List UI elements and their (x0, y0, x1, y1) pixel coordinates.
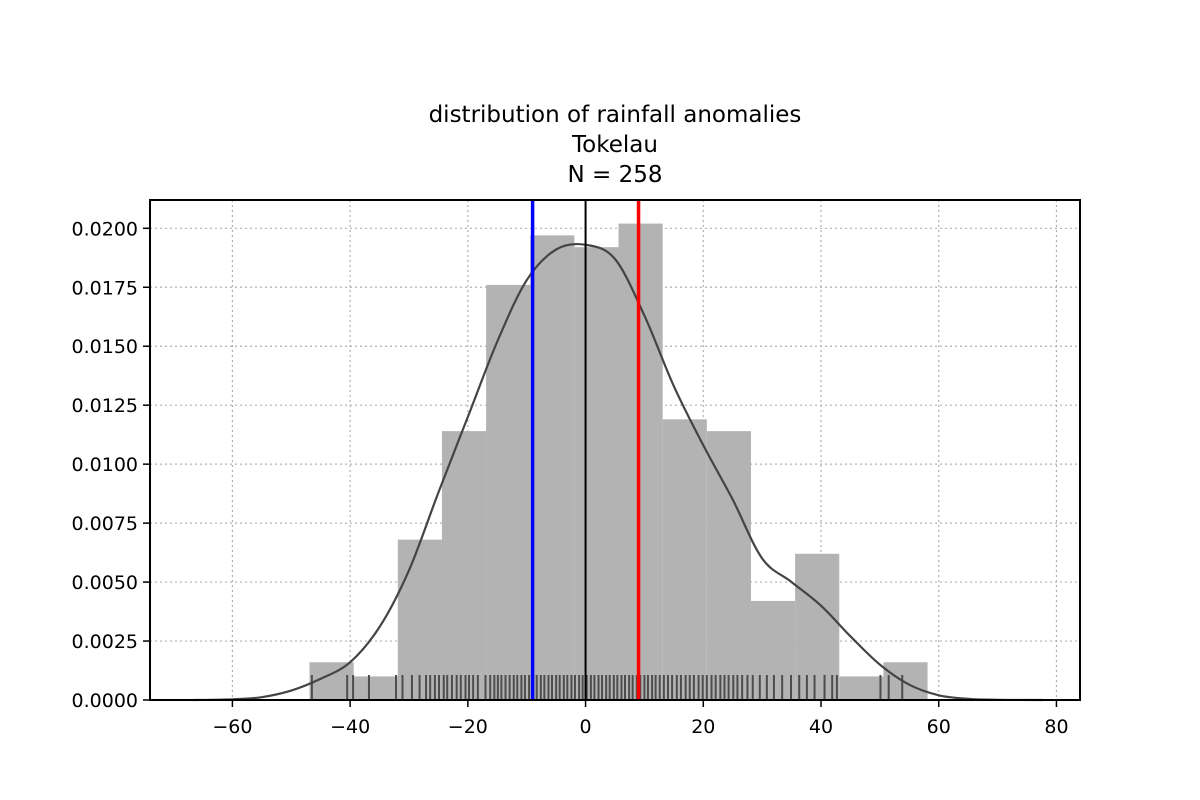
histogram-bar (441, 431, 487, 700)
histogram-bar (706, 431, 751, 700)
y-tick-label: 0.0200 (72, 218, 138, 240)
x-axis: −60 −40 −20 0 20 40 60 80 (212, 700, 1069, 738)
title-line-3: N = 258 (568, 162, 663, 188)
plot-frame (149, 199, 1081, 701)
rug-plot (310, 675, 904, 700)
kde-line (193, 242, 1043, 702)
x-tick-label: −60 (212, 716, 252, 738)
y-tick-label: 0.0150 (72, 336, 138, 358)
histogram-bar (530, 235, 575, 700)
histogram-bar (839, 676, 884, 700)
y-tick-label: 0.0175 (72, 277, 138, 299)
histogram-bar (397, 539, 442, 700)
x-tick-label: 0 (580, 716, 592, 738)
histogram-bar (618, 223, 663, 700)
y-axis: 0.0000 0.0025 0.0050 0.0075 0.0100 0.0125 0.01… (72, 218, 150, 712)
title-line-2: Tokelau (571, 132, 658, 158)
x-tick-label: 40 (809, 716, 833, 738)
x-tick-label: −40 (330, 716, 370, 738)
histogram-bars (309, 223, 928, 701)
y-tick-label: 0.0025 (72, 631, 138, 653)
y-tick-label: 0.0125 (72, 395, 138, 417)
x-tick-label: 80 (1044, 716, 1068, 738)
histogram-bar (353, 676, 398, 700)
title-line-1: distribution of rainfall anomalies (429, 102, 802, 128)
reference-lines (530, 200, 641, 700)
x-tick-label: −20 (448, 716, 488, 738)
histogram-bar (883, 662, 928, 700)
y-tick-label: 0.0100 (72, 454, 138, 476)
kde-curve (193, 242, 1043, 702)
chart-title: distribution of rainfall anomalies Tokel… (429, 102, 802, 188)
x-tick-label: 60 (927, 716, 951, 738)
y-tick-label: 0.0000 (72, 690, 138, 712)
y-tick-label: 0.0075 (72, 513, 138, 535)
histogram-bar (574, 247, 619, 701)
histogram-bar (486, 284, 531, 700)
histogram-bar (662, 419, 707, 700)
x-tick-label: 20 (691, 716, 715, 738)
y-tick-label: 0.0050 (72, 572, 138, 594)
